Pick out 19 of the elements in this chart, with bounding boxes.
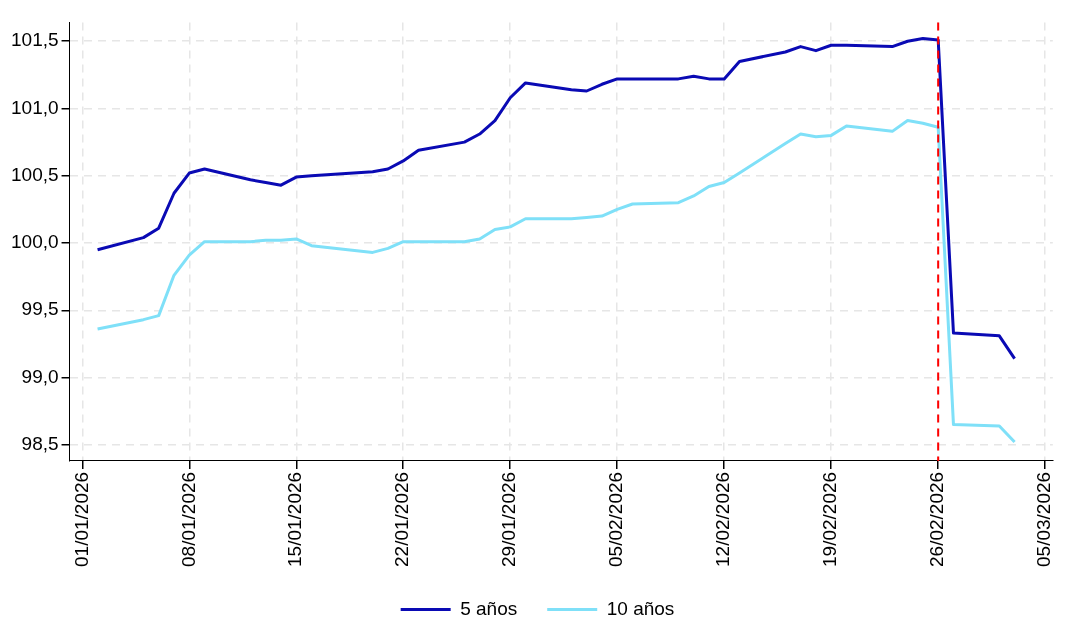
x-tick-label: 08/01/2026 xyxy=(177,471,199,567)
x-tick-label: 01/01/2026 xyxy=(70,471,92,567)
x-tick-label: 15/01/2026 xyxy=(284,471,306,567)
x-tick-label: 29/01/2026 xyxy=(498,471,520,567)
legend-label: 10 años xyxy=(606,597,675,619)
y-tick-label: 99,5 xyxy=(21,298,59,320)
x-tick-label: 22/01/2026 xyxy=(391,471,413,567)
y-tick-label: 100,5 xyxy=(11,163,59,185)
y-tick-label: 99,0 xyxy=(21,365,59,387)
x-tick-label: 26/02/2026 xyxy=(926,471,948,567)
x-tick-label: 05/02/2026 xyxy=(605,471,627,567)
y-tick-label: 100,0 xyxy=(11,231,59,253)
y-tick-label: 98,5 xyxy=(21,433,59,454)
x-tick-label: 05/03/2026 xyxy=(1033,471,1055,567)
x-tick-label: 12/02/2026 xyxy=(712,471,734,567)
x-tick-label: 19/02/2026 xyxy=(819,471,841,567)
legend-label: 5 años xyxy=(460,597,518,619)
y-tick-label: 101,5 xyxy=(11,29,59,51)
y-tick-label: 101,0 xyxy=(11,96,59,118)
